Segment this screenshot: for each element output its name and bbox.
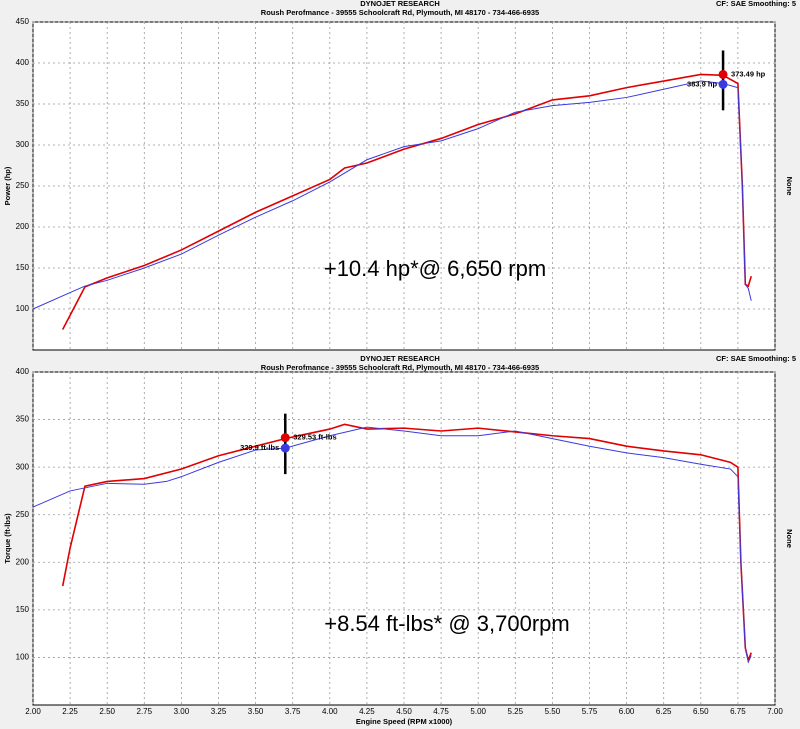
cursor-readout: 383.9 hp — [687, 79, 717, 88]
x-tick-label: 6.50 — [693, 707, 709, 716]
chart-title: DYNOJET RESEARCH — [360, 0, 440, 8]
y-tick-label: 100 — [16, 653, 30, 662]
y-tick-label: 100 — [16, 304, 30, 313]
y-tick-label: 350 — [16, 415, 30, 424]
x-tick-label: 5.00 — [470, 707, 486, 716]
x-tick-label: 4.25 — [359, 707, 375, 716]
chart-subtitle: Roush Perofmance - 39555 Schoolcraft Rd,… — [261, 363, 539, 372]
x-tick-label: 3.75 — [285, 707, 301, 716]
x-tick-label: 2.75 — [137, 707, 153, 716]
cursor-readout: 373.49 hp — [731, 69, 766, 78]
x-tick-label: 4.00 — [322, 707, 338, 716]
y-tick-label: 150 — [16, 263, 30, 272]
x-tick-label: 3.50 — [248, 707, 264, 716]
x-tick-label: 3.25 — [211, 707, 227, 716]
x-tick-label: 4.50 — [396, 707, 412, 716]
y-tick-label: 200 — [16, 557, 30, 566]
x-tick-label: 6.25 — [656, 707, 672, 716]
power-curve — [61, 423, 753, 663]
corner-note: CF: SAE Smoothing: 5 — [716, 0, 796, 8]
y-tick-label: 150 — [16, 605, 30, 614]
power-curve — [32, 80, 752, 310]
y-axis-label: Torque (ft-lbs) — [3, 513, 12, 564]
cursor-dot — [280, 433, 290, 443]
y-tick-label: 200 — [16, 222, 30, 231]
x-axis-label: Engine Speed (RPM x1000) — [356, 717, 453, 726]
right-axis-label: None — [785, 529, 794, 548]
annotation: +8.54 ft-lbs* @ 3,700rpm — [324, 611, 570, 636]
cursor-dot — [718, 79, 728, 89]
x-tick-label: 2.00 — [25, 707, 41, 716]
chart-subtitle: Roush Perofmance - 39555 Schoolcraft Rd,… — [261, 8, 539, 17]
y-tick-label: 250 — [16, 510, 30, 519]
x-tick-label: 6.00 — [619, 707, 635, 716]
y-tick-label: 300 — [16, 462, 30, 471]
x-tick-label: 5.75 — [582, 707, 598, 716]
corner-note: CF: SAE Smoothing: 5 — [716, 354, 796, 363]
y-tick-label: 250 — [16, 181, 30, 190]
power-curve — [61, 73, 753, 330]
x-tick-label: 5.50 — [545, 707, 561, 716]
annotation: +10.4 hp*@ 6,650 rpm — [324, 256, 546, 281]
cursor-readout: 329.9 ft-lbs — [240, 443, 279, 452]
cursor-dot — [280, 443, 290, 453]
x-tick-label: 2.25 — [62, 707, 78, 716]
chart-title: DYNOJET RESEARCH — [360, 354, 440, 363]
y-tick-label: 350 — [16, 99, 30, 108]
x-tick-label: 5.25 — [508, 707, 524, 716]
y-tick-label: 450 — [16, 17, 30, 26]
y-axis-label: Power (hp) — [3, 166, 12, 205]
cursor-readout: 329.53 ft-lbs — [293, 433, 336, 442]
y-tick-label: 400 — [16, 367, 30, 376]
x-tick-label: 2.50 — [99, 707, 115, 716]
y-tick-label: 300 — [16, 140, 30, 149]
y-tick-label: 400 — [16, 58, 30, 67]
x-tick-label: 4.75 — [433, 707, 449, 716]
cursor-dot — [718, 69, 728, 79]
x-tick-label: 7.00 — [767, 707, 783, 716]
power-curve — [32, 426, 752, 664]
x-tick-label: 6.75 — [730, 707, 746, 716]
x-tick-label: 3.00 — [174, 707, 190, 716]
right-axis-label: None — [785, 177, 794, 196]
